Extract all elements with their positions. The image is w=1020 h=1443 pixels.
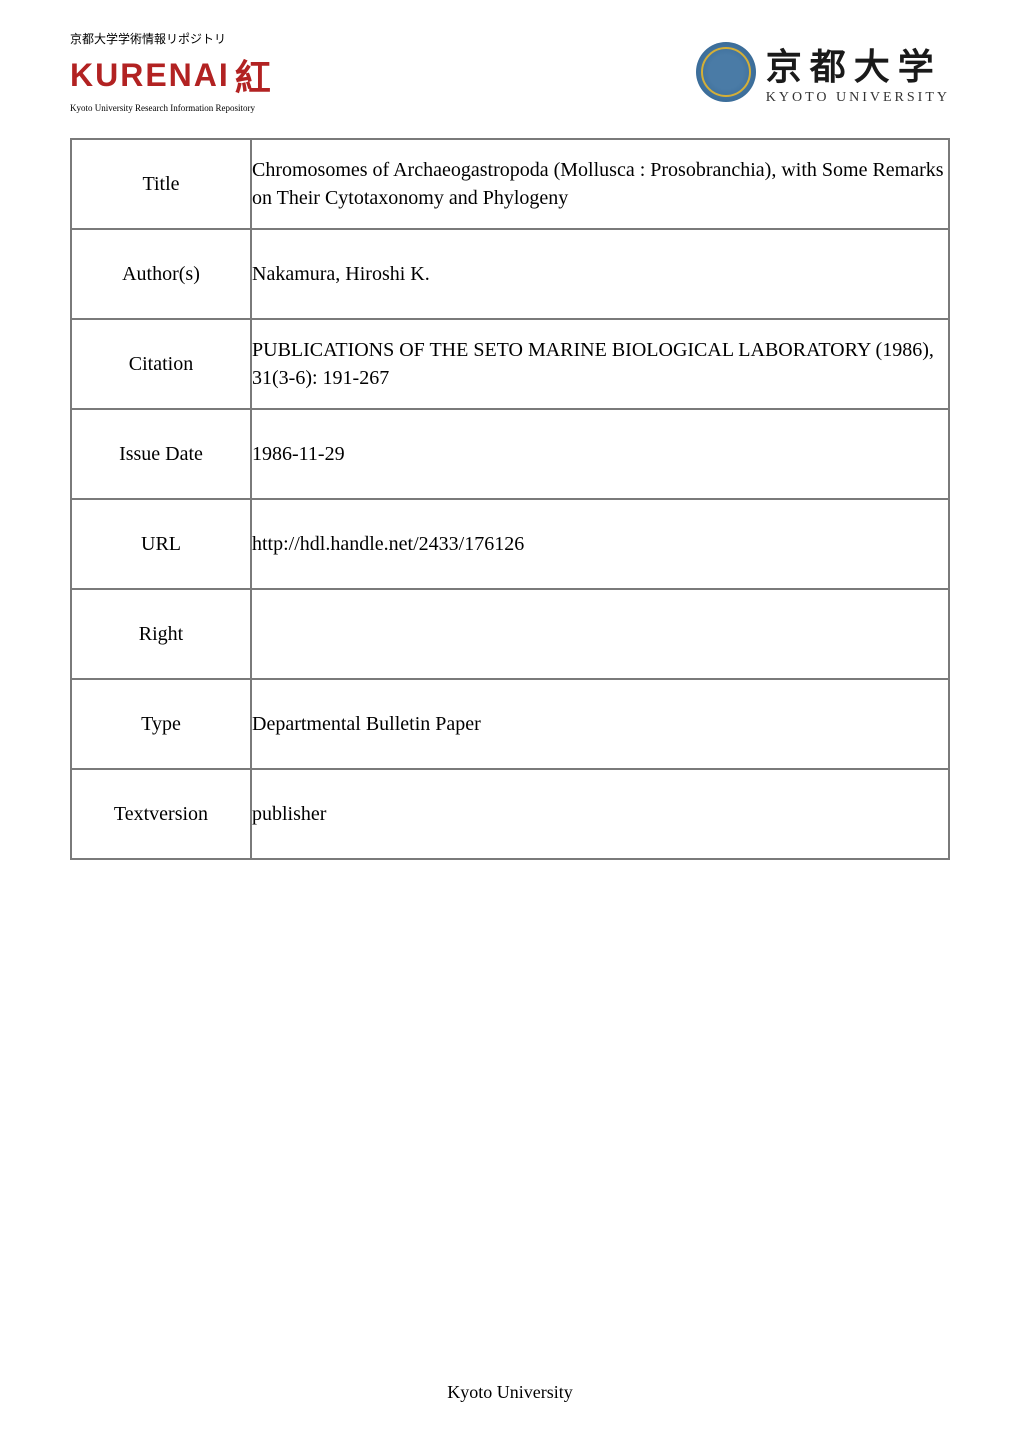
label-title: Title xyxy=(71,139,251,229)
kurenai-logo: 京都大学学術情報リポジトリ KURENAI 紅 Kyoto University… xyxy=(70,30,271,113)
table-row: URL http://hdl.handle.net/2433/176126 xyxy=(71,499,949,589)
label-issue-date: Issue Date xyxy=(71,409,251,499)
kyoto-text-block: 京都大学 KYOTO UNIVERSITY xyxy=(766,38,950,106)
kurenai-subtitle: Kyoto University Research Information Re… xyxy=(70,103,255,113)
value-title: Chromosomes of Archaeogastropoda (Mollus… xyxy=(251,139,949,229)
kyoto-english: KYOTO UNIVERSITY xyxy=(766,90,950,106)
table-row: Author(s) Nakamura, Hiroshi K. xyxy=(71,229,949,319)
value-right xyxy=(251,589,949,679)
kyoto-seal-inner xyxy=(701,47,751,97)
value-authors: Nakamura, Hiroshi K. xyxy=(251,229,949,319)
kyoto-seal-icon xyxy=(696,42,756,102)
label-right: Right xyxy=(71,589,251,679)
kurenai-wordmark: KURENAI xyxy=(70,57,230,94)
table-row: Issue Date 1986-11-29 xyxy=(71,409,949,499)
kyoto-kanji: 京都大学 xyxy=(766,38,950,90)
label-authors: Author(s) xyxy=(71,229,251,319)
label-citation: Citation xyxy=(71,319,251,409)
table-row: Right xyxy=(71,589,949,679)
value-issue-date: 1986-11-29 xyxy=(251,409,949,499)
kurenai-main: KURENAI 紅 xyxy=(70,49,271,101)
kurenai-jp-text: 京都大学学術情報リポジトリ xyxy=(70,30,226,47)
page-footer: Kyoto University xyxy=(0,1382,1020,1403)
table-row: Title Chromosomes of Archaeogastropoda (… xyxy=(71,139,949,229)
label-url: URL xyxy=(71,499,251,589)
table-row: Type Departmental Bulletin Paper xyxy=(71,679,949,769)
metadata-table: Title Chromosomes of Archaeogastropoda (… xyxy=(70,138,950,860)
table-row: Citation PUBLICATIONS OF THE SETO MARINE… xyxy=(71,319,949,409)
table-row: Textversion publisher xyxy=(71,769,949,859)
value-type: Departmental Bulletin Paper xyxy=(251,679,949,769)
page-header: 京都大学学術情報リポジトリ KURENAI 紅 Kyoto University… xyxy=(0,0,1020,128)
label-type: Type xyxy=(71,679,251,769)
kyoto-university-logo: 京都大学 KYOTO UNIVERSITY xyxy=(696,38,950,106)
kurenai-kanji-icon: 紅 xyxy=(235,49,271,101)
label-textversion: Textversion xyxy=(71,769,251,859)
value-textversion: publisher xyxy=(251,769,949,859)
value-url: http://hdl.handle.net/2433/176126 xyxy=(251,499,949,589)
value-citation: PUBLICATIONS OF THE SETO MARINE BIOLOGIC… xyxy=(251,319,949,409)
